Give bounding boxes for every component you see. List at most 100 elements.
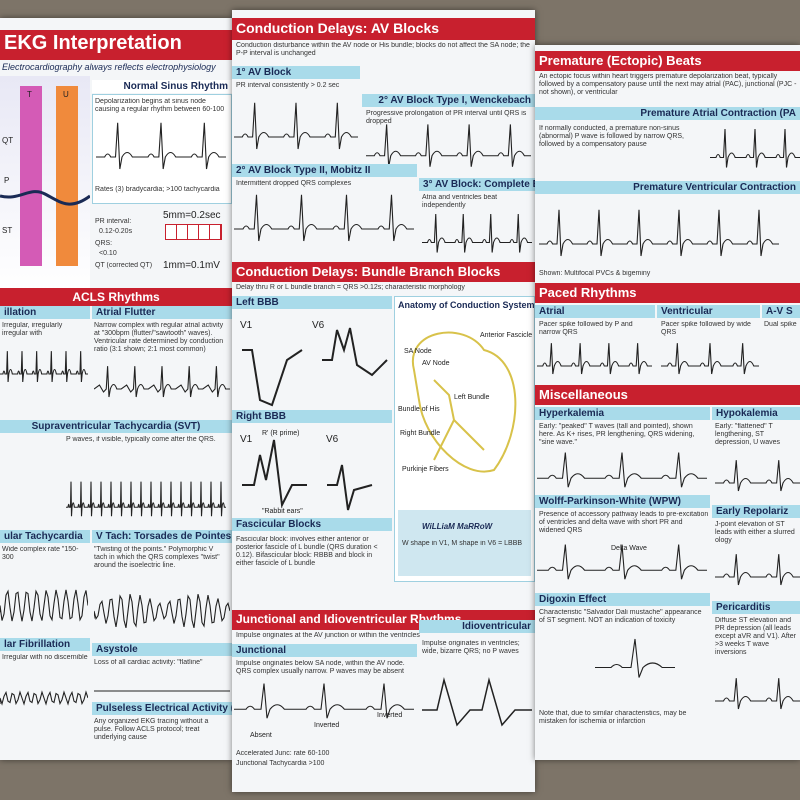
ecg-trace (96, 122, 226, 170)
text: J-point elevation of ST leads with eithe… (715, 521, 795, 544)
anatomy-label: Left Bundle (454, 394, 490, 401)
text: Shown: Multifocal PVCs & bigeminy (539, 270, 651, 277)
section-header: Conduction Delays: AV Blocks (232, 18, 535, 40)
left-panel: EKG Interpretation Electrocardiography a… (0, 18, 232, 760)
ecg-trace (595, 638, 675, 678)
block-title: Right BBB (232, 410, 392, 423)
block-title: 3° AV Block: Complete Block (419, 178, 535, 191)
p-label: Inverted (377, 712, 403, 719)
ecg-trace (66, 481, 226, 517)
ecg-trace (234, 683, 414, 719)
bbb-complex (422, 677, 532, 727)
mnemonic-box (398, 510, 531, 576)
section-header: ACLS Rhythms (0, 288, 232, 306)
anatomy-label: Anterior Fascicle (480, 332, 533, 339)
middle-panel: Conduction Delays: AV Blocks Conduction … (232, 10, 535, 792)
block-title: Idioventricular (419, 620, 535, 633)
interval: PR interval: (95, 218, 132, 225)
ecg-trace (661, 343, 759, 375)
p-label: Inverted (314, 722, 340, 729)
rhythm-title: illation (0, 306, 90, 319)
ecg-trace (537, 343, 652, 375)
footnote: Note that, due to similar characteristic… (539, 710, 687, 725)
interval: <0.10 (99, 250, 117, 257)
ecg-trace (539, 209, 779, 257)
ecg-trace (537, 452, 707, 488)
interval: QT (corrected QT) (95, 262, 153, 269)
rhythm-title: Atrial Flutter (92, 306, 232, 319)
right-panel: Premature (Ectopic) Beats An ectopic foc… (535, 45, 800, 760)
rhythm-title: Pulseless Electrical Activity (PEA) (92, 702, 232, 715)
lead-label: V1 (240, 320, 253, 331)
band (56, 86, 78, 266)
text: Early: "peaked" T waves (tall and pointe… (539, 423, 695, 446)
text: Atria and ventricles beat independently (422, 194, 498, 209)
lead-label: V6 (326, 434, 339, 445)
box-title: Anatomy of Conduction System (398, 300, 535, 310)
scale-grid (165, 224, 222, 240)
rhythm-title: Asystole (92, 643, 232, 656)
section-title: Normal Sinus Rhythm (92, 80, 232, 93)
ecg-trace (0, 589, 88, 622)
waveform-diagram: T U QT P ST (0, 76, 90, 291)
text: Wide complex rate "150-300 (2, 546, 79, 561)
wave-label: T (27, 90, 32, 99)
anatomy-label: Purkinje Fibers (402, 466, 449, 473)
ecg-trace (94, 690, 230, 692)
ecg-trace (0, 351, 88, 383)
text: Diffuse ST elevation and PR depression (… (715, 617, 796, 656)
p-label: Absent (250, 732, 272, 739)
ecg-trace (715, 460, 800, 492)
block-title: Left BBB (232, 296, 392, 309)
wave-label: P (4, 176, 10, 185)
section-header: Miscellaneous (535, 385, 800, 405)
annotation: R' (R prime) (262, 430, 300, 437)
ecg-trace (715, 554, 800, 586)
block-title: Digoxin Effect (535, 593, 710, 606)
annotation: "Rabbit ears" (262, 508, 303, 515)
block-title: A-V S (762, 305, 800, 318)
text: Dual spike (764, 321, 797, 328)
ecg-trace (715, 678, 800, 710)
title: EKG Interpretation (0, 30, 232, 60)
ecg-trace (234, 194, 414, 242)
section-header: Paced Rhythms (535, 283, 800, 303)
block-title: 1° AV Block (232, 66, 360, 79)
text: Impulse originates in ventricles; wide, … (422, 640, 520, 655)
bbb-complex (242, 327, 388, 407)
subtitle: Electrocardiography always reflects elec… (2, 62, 216, 72)
wave-label: ST (2, 226, 13, 235)
text: P waves, if visible, typically come afte… (66, 436, 216, 443)
text: Conduction disturbance within the AV nod… (236, 42, 530, 57)
annotation: Delta Wave (611, 545, 647, 552)
block-title: Atrial (535, 305, 655, 318)
block-title: Junctional (232, 644, 417, 657)
text: W shape in V1, M shape in V6 = LBBB (402, 540, 523, 547)
block-title: Premature Ventricular Contraction (535, 181, 800, 194)
anatomy-label: SA Node (404, 348, 432, 355)
text: Loss of all cardiac activity: "flatline" (94, 659, 203, 666)
text: PR interval consistently > 0.2 sec (236, 82, 340, 89)
section-header: Conduction Delays: Bundle Branch Blocks (232, 262, 535, 282)
block-title: Wolff-Parkinson-White (WPW) (535, 495, 710, 508)
block-title: Ventricular (657, 305, 760, 318)
block-title: 2° AV Block Type I, Wenckebach (362, 94, 535, 107)
anatomy-label: Bundle of His (398, 406, 440, 413)
ecg-trace (94, 594, 230, 628)
anatomy-label: Right Bundle (400, 430, 441, 437)
text: Pacer spike followed by wide QRS (661, 321, 751, 336)
ecg-trace (94, 366, 230, 398)
interval: 0.12-0.20s (99, 228, 133, 235)
interval: QRS: (95, 240, 113, 247)
rhythm-title: ular Tachycardia (0, 530, 90, 543)
block-title: Hyperkalemia (535, 407, 710, 420)
text: Depolarization begins at sinus node caus… (95, 98, 225, 113)
block-title: Hypokalemia (712, 407, 800, 420)
scale-label: 1mm=0.1mV (163, 260, 220, 271)
text: Irregular with no discernible (2, 654, 88, 661)
text: Pacer spike followed by P and narrow QRS (539, 321, 633, 336)
block-title: Pericarditis (712, 601, 800, 614)
wave-curve (0, 190, 90, 206)
rhythm-title: Supraventricular Tachycardia (SVT) (0, 420, 232, 433)
